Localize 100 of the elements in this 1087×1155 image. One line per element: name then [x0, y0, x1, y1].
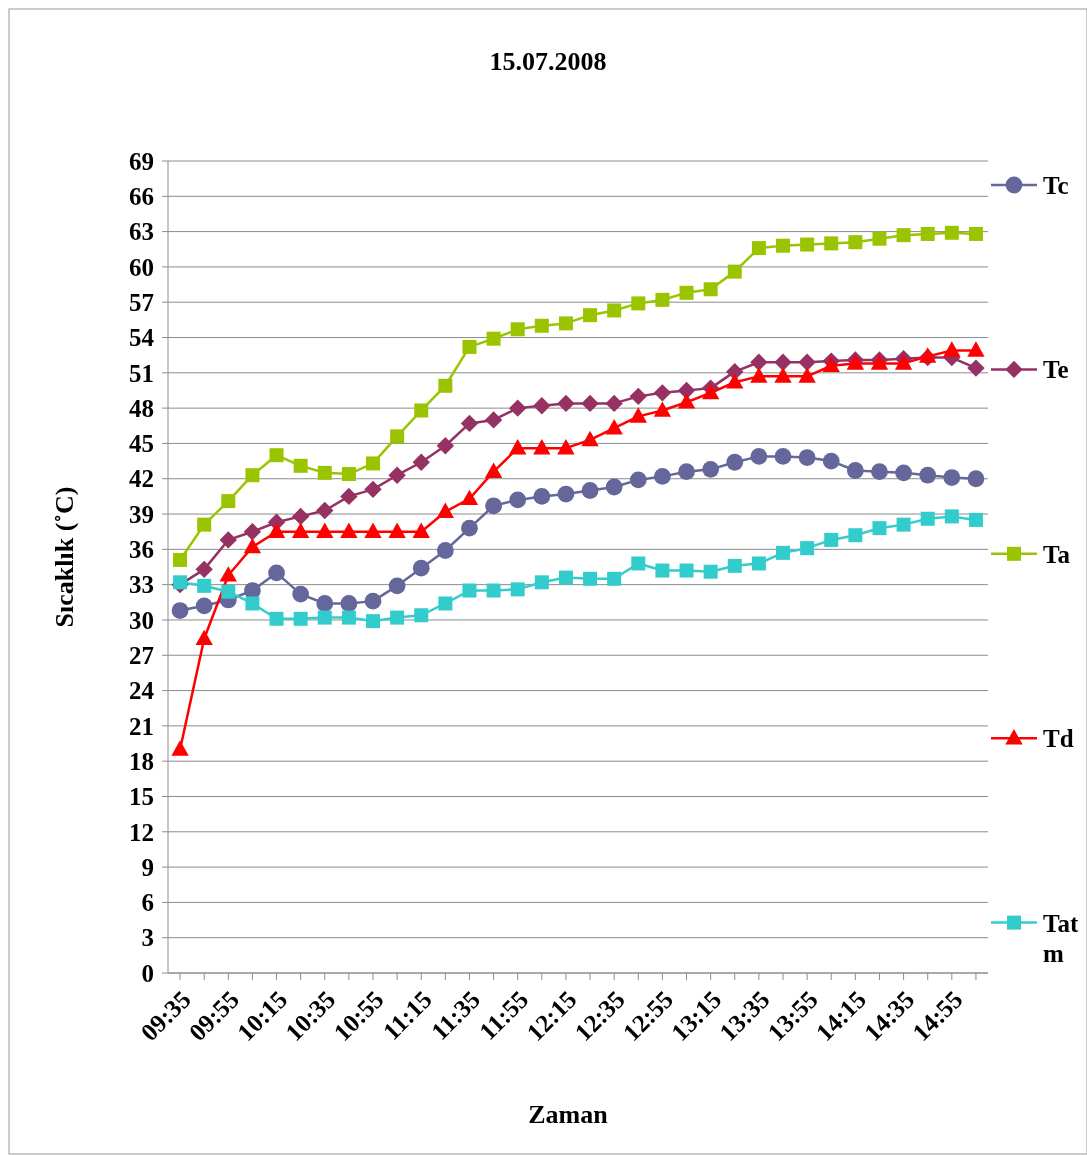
point: [629, 471, 647, 489]
y-tick-label: 69: [129, 147, 154, 175]
point: [703, 282, 718, 297]
point: [798, 353, 816, 371]
y-tick-label: 51: [129, 359, 154, 387]
point: [944, 509, 959, 524]
point: [727, 264, 742, 279]
y-tick-label: 42: [129, 465, 154, 493]
point: [629, 407, 647, 423]
point: [557, 485, 575, 503]
y-tick-label: 33: [129, 571, 154, 599]
point: [461, 519, 478, 537]
point: [316, 522, 334, 538]
point: [414, 403, 429, 418]
point: [414, 608, 429, 623]
point: [678, 463, 695, 481]
legend-label: Ta: [1043, 540, 1071, 568]
point: [340, 487, 358, 506]
point: [245, 468, 260, 483]
y-tick-label: 24: [129, 677, 155, 705]
point: [581, 394, 599, 413]
point: [293, 611, 308, 626]
point: [485, 497, 502, 515]
point: [848, 235, 863, 250]
point: [655, 563, 670, 578]
y-tick-label: 9: [141, 853, 154, 881]
point: [798, 367, 816, 383]
point: [581, 430, 599, 447]
point: [388, 522, 406, 538]
point: [583, 308, 598, 323]
y-tick-label: 3: [141, 924, 154, 952]
point: [412, 453, 430, 471]
point: [822, 452, 840, 470]
point: [316, 501, 334, 520]
point: [388, 577, 406, 595]
y-tick-label: 27: [129, 642, 154, 670]
y-tick-label: 66: [129, 183, 154, 211]
point: [654, 467, 671, 485]
y-tick-label: 54: [129, 324, 155, 352]
point: [944, 225, 959, 240]
point: [631, 556, 646, 571]
point: [195, 560, 213, 579]
point: [968, 226, 983, 241]
point: [677, 393, 696, 409]
point: [486, 331, 501, 346]
y-tick-label: 48: [129, 394, 154, 422]
point: [171, 740, 189, 756]
point: [653, 401, 672, 417]
point: [388, 466, 406, 484]
point: [920, 511, 935, 526]
point: [484, 411, 503, 429]
legend-label: Td: [1043, 725, 1074, 753]
point: [919, 466, 937, 484]
point: [701, 383, 720, 400]
point: [219, 531, 237, 549]
point: [631, 296, 646, 311]
point: [727, 558, 742, 573]
point: [366, 614, 380, 629]
x-axis-title: Zaman: [528, 1100, 609, 1129]
point: [317, 465, 332, 480]
point: [412, 522, 430, 538]
point: [390, 429, 405, 444]
point: [798, 449, 816, 466]
point: [872, 521, 887, 536]
point: [800, 541, 815, 556]
point: [462, 339, 477, 354]
point: [557, 439, 575, 455]
point: [607, 303, 622, 318]
point: [751, 556, 766, 571]
point: [605, 394, 623, 413]
point: [486, 583, 501, 598]
point: [268, 564, 285, 582]
y-tick-label: 12: [129, 818, 154, 846]
point: [896, 228, 911, 243]
point: [364, 592, 382, 610]
point: [340, 595, 358, 612]
y-axis-title: Sıcaklık (˚C): [50, 486, 79, 628]
point: [510, 322, 525, 337]
point: [679, 563, 694, 578]
point: [581, 482, 599, 499]
point: [243, 537, 262, 554]
point: [509, 399, 527, 417]
point: [197, 517, 212, 532]
point: [341, 610, 356, 625]
point: [221, 584, 236, 599]
point: [438, 378, 453, 393]
point: [269, 448, 284, 463]
point: [293, 458, 308, 473]
point: [558, 570, 573, 585]
point: [460, 414, 479, 433]
point: [197, 578, 212, 593]
point: [292, 585, 310, 603]
point: [967, 359, 985, 377]
point: [605, 478, 623, 496]
point: [245, 596, 260, 611]
point: [533, 487, 551, 505]
point: [195, 629, 213, 646]
y-tick-label: 57: [129, 288, 154, 316]
point: [269, 611, 284, 626]
point: [436, 502, 455, 518]
